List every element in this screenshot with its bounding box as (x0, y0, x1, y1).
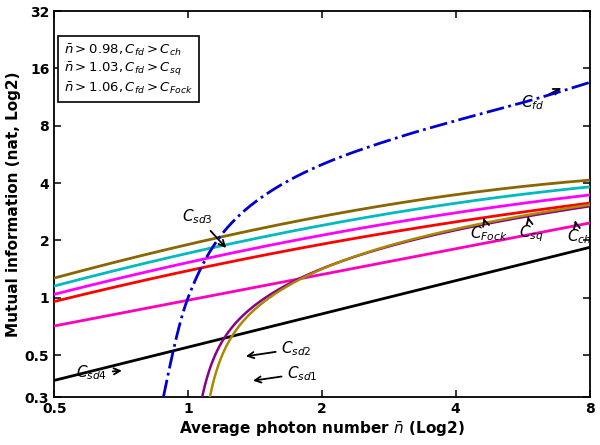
Text: $C_{sq}$: $C_{sq}$ (519, 218, 544, 244)
Text: $\bar{n} > 0.98, C_{fd} > C_{ch}$
$\bar{n} > 1.03, C_{fd} > C_{sq}$
$\bar{n} > 1: $\bar{n} > 0.98, C_{fd} > C_{ch}$ $\bar{… (64, 42, 193, 96)
Text: $C_{sd3}$: $C_{sd3}$ (182, 207, 225, 247)
Text: $C_{fd}$: $C_{fd}$ (521, 89, 559, 112)
Text: $C_{ch}$: $C_{ch}$ (566, 222, 591, 247)
Text: $C_{Fock}$: $C_{Fock}$ (470, 219, 508, 243)
Text: $C_{sd2}$: $C_{sd2}$ (248, 340, 312, 358)
Text: $C_{sd4}$: $C_{sd4}$ (76, 364, 120, 382)
Text: $C_{sd1}$: $C_{sd1}$ (255, 364, 318, 383)
X-axis label: Average photon number $\bar{n}$ (Log2): Average photon number $\bar{n}$ (Log2) (179, 421, 465, 440)
Y-axis label: Mutual information (nat, Log2): Mutual information (nat, Log2) (5, 71, 20, 337)
